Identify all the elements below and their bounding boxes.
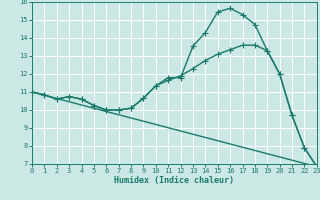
X-axis label: Humidex (Indice chaleur): Humidex (Indice chaleur): [115, 176, 234, 185]
